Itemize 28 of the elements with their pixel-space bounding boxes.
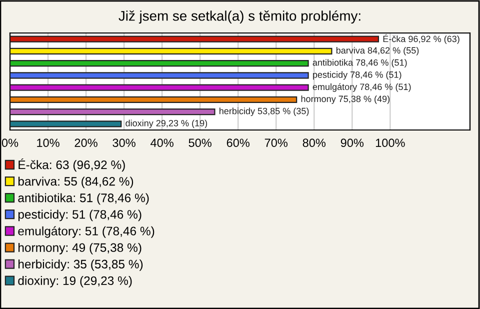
legend-label: É-čka: 63 (96,92 %)	[18, 158, 125, 172]
legend-label: antibiotika: 51 (78,46 %)	[18, 193, 149, 205]
legend-label: pesticidy: 51 (78,46 %)	[18, 210, 142, 222]
x-tick-label: 0%	[2, 138, 18, 148]
legend-label: emulgátory: 51 (78,46 %)	[18, 226, 154, 238]
data-label: barviva 84,62 % (55)	[336, 46, 419, 56]
x-tick-label: 30%	[112, 138, 136, 148]
legend-label: barviva: 55 (84,62 %)	[18, 176, 134, 188]
x-tick-label: 70%	[264, 138, 288, 148]
x-tick-label: 20%	[74, 138, 98, 148]
legend-label: hormony: 49 (75,38 %)	[18, 242, 142, 254]
data-label: hormony 75,38 % (49)	[301, 95, 390, 104]
data-label: emulgátory 78,46 % (51)	[312, 83, 411, 92]
data-label: dioxiny 29,23 % (19)	[126, 120, 208, 128]
data-label: antibiotika 78,46 % (51)	[312, 59, 407, 68]
x-tick-label: 100%	[376, 138, 405, 148]
x-tick-label: 50%	[188, 138, 212, 148]
data-label: É-čka 96,92 % (63)	[383, 34, 460, 44]
x-tick-label: 80%	[302, 138, 326, 148]
data-label: herbicidy 53,85 % (35)	[220, 108, 309, 116]
data-label: pesticidy 78,46 % (51)	[313, 71, 402, 80]
x-tick-label: 60%	[226, 138, 250, 148]
legend-label: dioxiny: 19 (29,23 %)	[18, 276, 132, 288]
x-tick-label: 10%	[37, 138, 60, 148]
chart-title: Již jsem se setkal(a) s těmito problémy:	[118, 10, 360, 24]
x-tick-label: 90%	[340, 138, 364, 148]
x-tick-label: 40%	[150, 138, 174, 148]
legend-label: herbicidy: 35 (53,85 %)	[18, 259, 143, 271]
